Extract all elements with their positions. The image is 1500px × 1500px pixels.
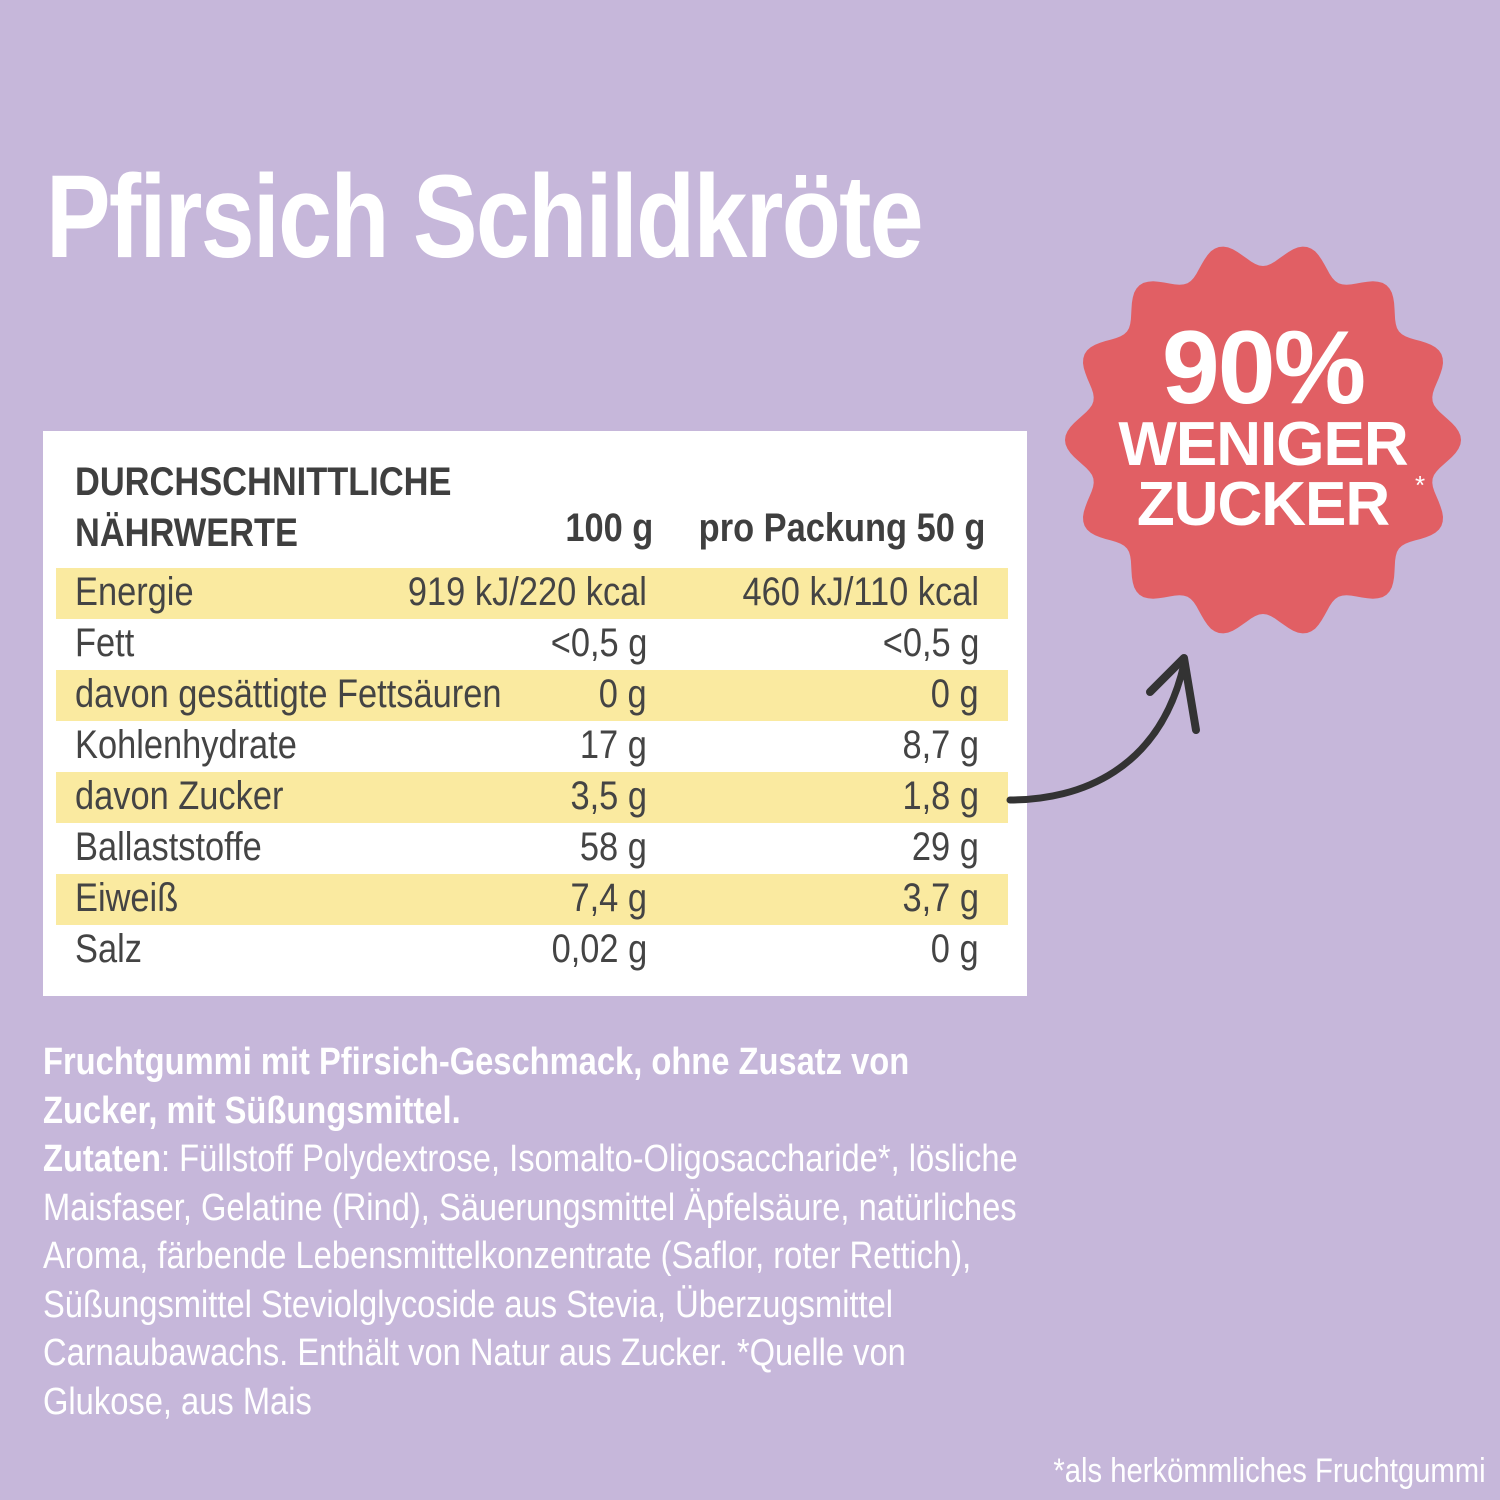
nutrient-per-pack: 3,7 g bbox=[902, 876, 979, 920]
nutrient-name: Energie bbox=[75, 570, 194, 614]
table-row: davon Zucker 3,5 g 1,8 g bbox=[56, 772, 1008, 823]
nutrient-name: davon Zucker bbox=[75, 774, 284, 818]
nutrient-per100: <0,5 g bbox=[550, 621, 647, 665]
nutrient-per100: 58 g bbox=[580, 825, 647, 869]
product-description: Fruchtgummi mit Pfirsich-Geschmack, ohne… bbox=[43, 1038, 1032, 1426]
nutrient-per-pack: 0 g bbox=[931, 672, 979, 716]
nutrient-name: davon gesättigte Fettsäuren bbox=[75, 672, 502, 716]
column-header-pack: pro Packung 50 g bbox=[698, 506, 985, 550]
nutrient-name: Salz bbox=[75, 927, 142, 971]
nutrient-per100: 0,02 g bbox=[551, 927, 647, 971]
nutrition-table: DURCHSCHNITTLICHE NÄHRWERTE 100 g pro Pa… bbox=[43, 431, 1027, 996]
table-row: Eiweiß 7,4 g 3,7 g bbox=[56, 874, 1008, 925]
nutrient-name: Fett bbox=[75, 621, 135, 665]
badge-asterisk: * bbox=[1415, 470, 1426, 500]
nutrient-name: Kohlenhydrate bbox=[75, 723, 297, 767]
column-header-100g: 100 g bbox=[565, 506, 653, 550]
nutrient-name: Eiweiß bbox=[75, 876, 179, 920]
nutrition-header-line2: NÄHRWERTE bbox=[75, 511, 298, 556]
table-row: davon gesättigte Fettsäuren 0 g 0 g bbox=[56, 670, 1008, 721]
nutrition-rows: Energie 919 kJ/220 kcal 460 kJ/110 kcal … bbox=[56, 568, 1008, 976]
nutrient-per-pack: 0 g bbox=[931, 927, 979, 971]
table-row: Salz 0,02 g 0 g bbox=[56, 925, 1008, 976]
ingredients-paragraph: Zutaten: Füllstoff Polydextrose, Isomalt… bbox=[43, 1135, 1032, 1426]
description-intro: Fruchtgummi mit Pfirsich-Geschmack, ohne… bbox=[43, 1041, 910, 1132]
ingredients-text: : Füllstoff Polydextrose, Isomalto-Oligo… bbox=[43, 1138, 1018, 1423]
badge-line-zucker: ZUCKER bbox=[1136, 470, 1390, 539]
table-row: Kohlenhydrate 17 g 8,7 g bbox=[56, 721, 1008, 772]
arrow-icon bbox=[1006, 654, 1200, 804]
table-row: Ballaststoffe 58 g 29 g bbox=[56, 823, 1008, 874]
badge-line-weniger: WENIGER bbox=[1118, 410, 1408, 479]
nutrient-per100: 0 g bbox=[599, 672, 647, 716]
table-row: Energie 919 kJ/220 kcal 460 kJ/110 kcal bbox=[56, 568, 1008, 619]
nutrition-header: DURCHSCHNITTLICHE NÄHRWERTE bbox=[75, 457, 451, 559]
ingredients-label: Zutaten bbox=[43, 1138, 162, 1180]
sugar-badge-icon bbox=[1065, 246, 1461, 634]
table-row: Fett <0,5 g <0,5 g bbox=[56, 619, 1008, 670]
nutrient-name: Ballaststoffe bbox=[75, 825, 262, 869]
nutrient-per100: 17 g bbox=[580, 723, 647, 767]
product-title: Pfirsich Schildkröte bbox=[46, 151, 924, 283]
nutrition-header-line1: DURCHSCHNITTLICHE bbox=[75, 460, 452, 504]
nutrient-per100: 7,4 g bbox=[570, 876, 647, 920]
nutrient-per-pack: 1,8 g bbox=[902, 774, 979, 818]
nutrient-per-pack: 8,7 g bbox=[902, 723, 979, 767]
nutrient-per100: 919 kJ/220 kcal bbox=[407, 570, 647, 614]
nutrient-per-pack: 460 kJ/110 kcal bbox=[742, 570, 979, 614]
nutrient-per-pack: 29 g bbox=[912, 825, 979, 869]
nutrient-per-pack: <0,5 g bbox=[882, 621, 979, 665]
footnote: *als herkömmliches Fruchtgummi bbox=[1053, 1452, 1486, 1490]
badge-percent: 90% bbox=[1161, 310, 1366, 426]
nutrient-per100: 3,5 g bbox=[570, 774, 647, 818]
